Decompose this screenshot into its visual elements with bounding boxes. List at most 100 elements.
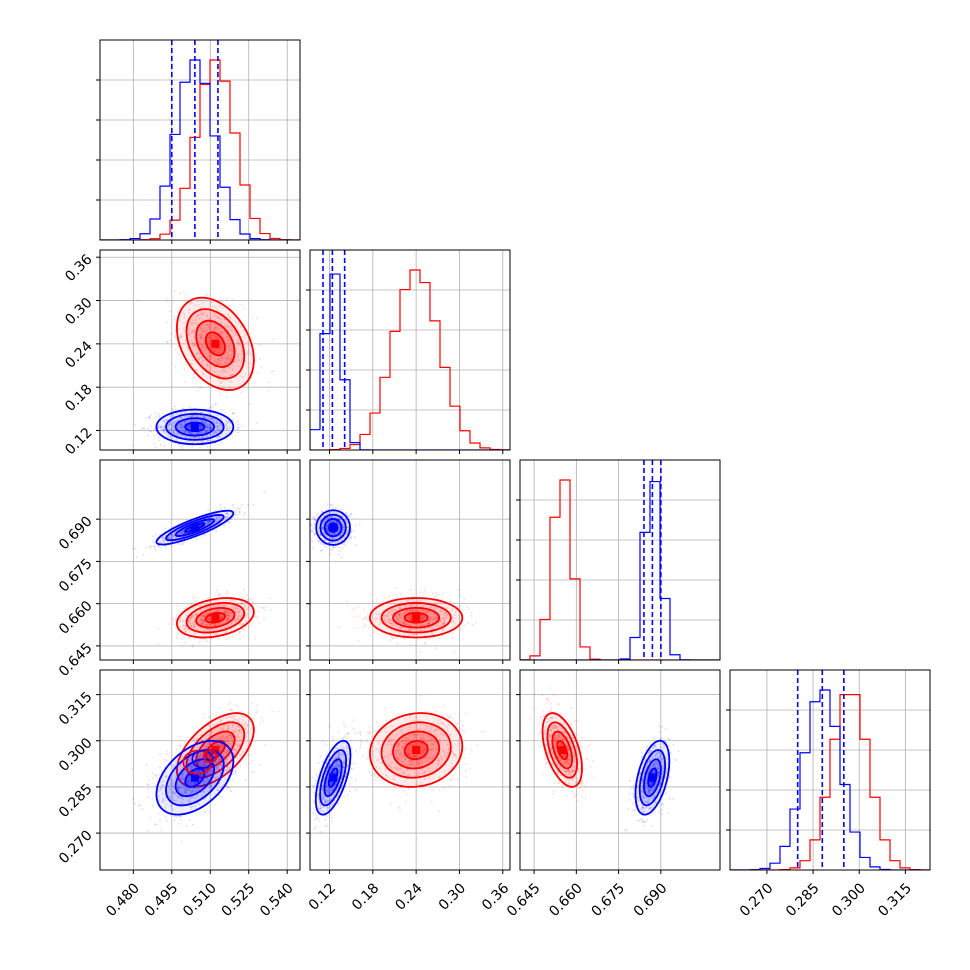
- sample-point: [231, 368, 234, 371]
- sample-point: [163, 539, 166, 542]
- sample-point: [352, 529, 355, 532]
- sample-point: [203, 614, 206, 617]
- sample-point: [163, 428, 166, 431]
- sample-point: [173, 433, 176, 436]
- sample-point: [202, 346, 205, 349]
- sample-point: [439, 619, 442, 622]
- sample-point: [182, 407, 185, 410]
- sample-point: [214, 402, 217, 405]
- sample-point: [221, 621, 224, 624]
- sample-point: [447, 624, 450, 627]
- panel-frame: [99, 459, 301, 661]
- sample-point: [240, 303, 243, 306]
- sample-point: [249, 608, 252, 611]
- sample-point: [313, 517, 316, 520]
- sample-point: [159, 425, 162, 428]
- sample-point: [221, 621, 224, 624]
- sample-point: [154, 411, 157, 414]
- sample-point: [229, 615, 232, 618]
- sample-point: [438, 612, 441, 615]
- sample-point: [426, 622, 429, 625]
- sample-point: [238, 343, 241, 346]
- panel-1-1: [306, 249, 511, 454]
- sample-point: [208, 318, 211, 321]
- sample-point: [405, 609, 408, 612]
- sample-point: [190, 432, 193, 435]
- sample-point: [217, 428, 220, 431]
- sample-point: [195, 613, 198, 616]
- sample-point: [246, 608, 249, 611]
- sample-point: [251, 746, 254, 749]
- sample-point: [441, 597, 444, 600]
- sample-point: [161, 539, 164, 542]
- sample-point: [209, 343, 212, 346]
- sample-point: [226, 617, 229, 620]
- sample-point: [260, 366, 263, 369]
- sample-point: [157, 642, 160, 645]
- sample-point: [194, 614, 197, 617]
- sample-point: [255, 317, 258, 320]
- sample-point: [333, 532, 336, 535]
- panel-content: [301, 460, 510, 660]
- sample-point: [193, 623, 196, 626]
- sample-point: [192, 321, 195, 324]
- sample-point: [201, 363, 204, 366]
- sample-point: [217, 515, 220, 518]
- sample-point: [245, 614, 248, 617]
- sample-point: [183, 430, 186, 433]
- density-peak-0: [211, 339, 220, 348]
- sample-point: [221, 380, 224, 383]
- sample-point: [184, 629, 187, 632]
- sample-point: [215, 529, 218, 532]
- sample-point: [237, 619, 240, 622]
- sample-point: [170, 536, 173, 539]
- sample-point: [207, 611, 210, 614]
- sample-point: [217, 604, 220, 607]
- sample-point: [207, 416, 210, 419]
- sample-point: [402, 621, 405, 624]
- sample-point: [179, 429, 182, 432]
- sample-point: [226, 358, 229, 361]
- sample-point: [328, 553, 331, 556]
- sample-point: [451, 632, 454, 635]
- sample-point: [235, 513, 238, 516]
- sample-point: [387, 621, 390, 624]
- sample-point: [225, 611, 228, 614]
- sample-point: [204, 613, 207, 616]
- sample-point: [204, 623, 207, 626]
- sample-point: [301, 539, 303, 541]
- sample-point: [180, 531, 183, 534]
- sample-point: [179, 335, 182, 338]
- sample-point: [423, 590, 426, 593]
- sample-point: [204, 422, 207, 425]
- sample-point: [186, 349, 189, 352]
- sample-point: [158, 414, 161, 417]
- sample-point: [231, 418, 234, 421]
- sample-point: [198, 641, 201, 644]
- sample-point: [213, 314, 216, 317]
- sample-point: [216, 315, 219, 318]
- sample-point: [439, 609, 442, 612]
- sample-point: [428, 619, 431, 622]
- sample-point: [188, 636, 191, 639]
- sample-point: [172, 431, 175, 434]
- sample-point: [234, 377, 237, 380]
- sample-point: [212, 605, 215, 608]
- sample-point: [249, 597, 252, 600]
- sample-point: [223, 611, 226, 614]
- sample-point: [344, 544, 347, 547]
- sample-point: [204, 430, 207, 433]
- sample-point: [445, 616, 448, 619]
- sample-point: [182, 530, 185, 533]
- sample-point: [172, 534, 175, 537]
- sample-point: [226, 421, 229, 424]
- sample-point: [401, 626, 404, 629]
- sample-point: [320, 510, 323, 513]
- sample-point: [199, 445, 202, 448]
- sample-point: [410, 614, 413, 617]
- sample-point: [470, 611, 473, 614]
- sample-point: [172, 299, 175, 302]
- sample-point: [398, 621, 401, 624]
- sample-point: [217, 363, 220, 366]
